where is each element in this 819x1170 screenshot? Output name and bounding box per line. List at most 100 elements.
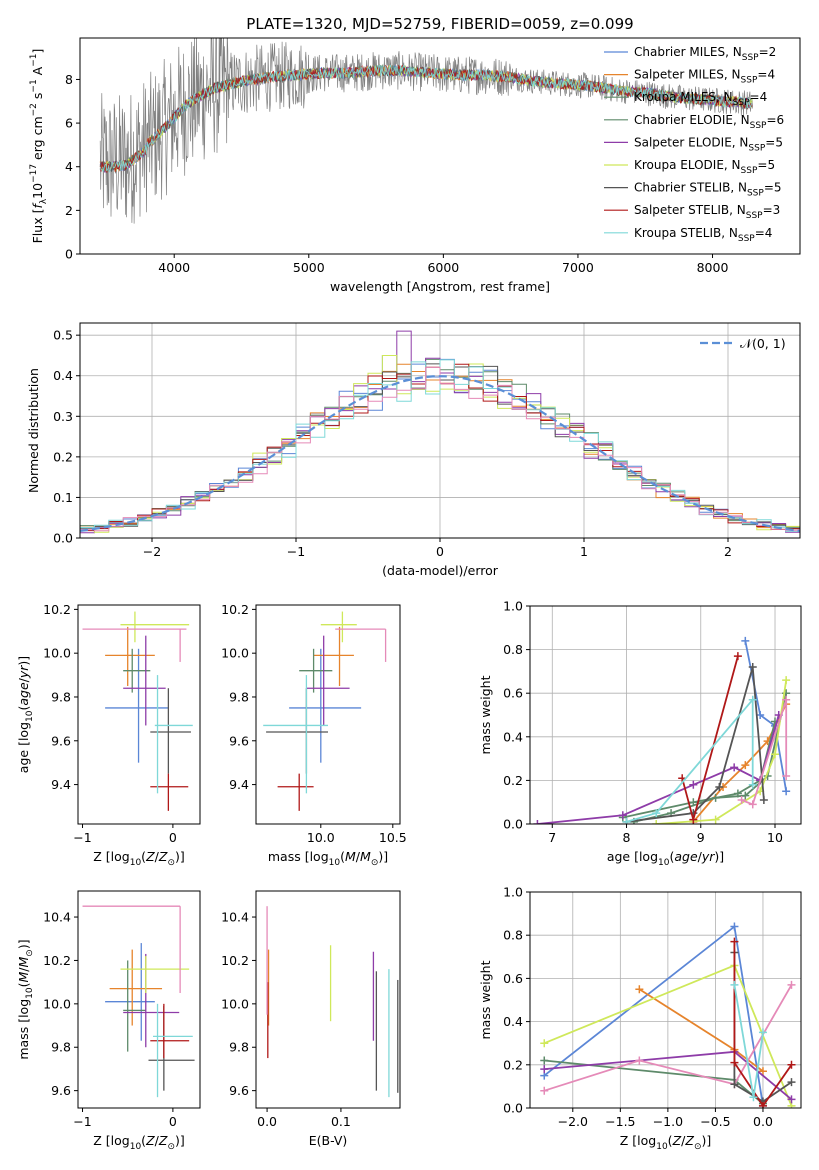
- mass_vs_Z-ytick-label: 10.4: [43, 910, 71, 925]
- weight-point-marker: [711, 815, 720, 824]
- weight_vs_Z-ytick-label: 0.2: [503, 1057, 523, 1072]
- mass_vs_Z-ytick-label: 9.8: [51, 1040, 71, 1055]
- residuals-xtick-label: 1: [580, 544, 588, 559]
- spectrum-ylabel: Flux [fλ10−17 erg cm−2 s−1 A−1]: [29, 49, 49, 244]
- weight_vs_Z-xlabel: Z [log10(Z/Z⊙)]: [620, 1133, 712, 1152]
- weight-point-marker: [689, 815, 698, 824]
- weight-line: [626, 697, 754, 823]
- weight_vs_age-xtick-label: 9: [697, 830, 705, 845]
- weight-point-marker: [782, 676, 791, 685]
- weight-point-marker: [730, 922, 739, 931]
- weight-line: [741, 699, 788, 806]
- weight-point-marker: [741, 761, 750, 770]
- weight-point-marker: [540, 1039, 549, 1048]
- residuals-legend: 𝒩(0, 1): [700, 336, 786, 351]
- weight_vs_age-ylabel: mass weight: [478, 675, 493, 754]
- weight-point-marker: [771, 750, 780, 759]
- residuals-xtick-label: −2: [143, 544, 161, 559]
- weight_vs_age-plot-area: [533, 636, 791, 824]
- weight_vs_Z-xtick-label: −2.0: [558, 1114, 588, 1129]
- weight_vs_age-xlabel: age [log10(age/yr)]: [607, 849, 724, 868]
- weight-point-marker: [748, 800, 757, 809]
- weight-point-marker: [748, 780, 757, 789]
- mass_vs_EBV-ytick-label: 10.4: [221, 910, 249, 925]
- age_vs_Z-xlabel: Z [log10(Z/Z⊙)]: [93, 849, 185, 868]
- weight_vs_Z-panel: −2.0 −1.5 −1.0 −0.5 0.0 0.0 0.2 0.4 0.6 0.8 1.0 Z […: [478, 885, 802, 1152]
- age_vs_Z-ytick-label: 10.2: [43, 602, 71, 617]
- mass_vs_Z-panel: −1 0 9.6 9.8 10.0 10.2 10.4 Z [log10(Z/Z⊙)] mass…: [16, 890, 201, 1152]
- mass_vs_EBV-plot-area: [266, 906, 399, 1098]
- mass_vs_EBV-ytick-label: 9.6: [229, 1083, 249, 1098]
- weight-point-marker: [741, 791, 750, 800]
- mass_vs_Z-ytick-label: 9.6: [51, 1083, 71, 1098]
- weight_vs_Z-ytick-label: 0.0: [503, 1101, 523, 1116]
- weight_vs_age-ytick-label: 0.2: [503, 773, 523, 788]
- weight-point-marker: [782, 787, 791, 796]
- weight-line: [733, 941, 793, 1108]
- age_vs_Z-ytick-label: 9.4: [51, 777, 71, 792]
- mass_vs_Z-xtick-label: 0: [169, 1114, 177, 1129]
- spectrum-xlabel: wavelength [Angstrom, rest frame]: [330, 279, 550, 294]
- residuals-xtick-label: −1: [287, 544, 305, 559]
- spectrum-xtick-label: 7000: [562, 260, 594, 275]
- mass_vs_Z-frame: [77, 890, 201, 1109]
- weight_vs_Z-plot-area: [540, 922, 796, 1108]
- mass_vs_EBV-panel: 0.0 0.1 9.6 9.8 10.0 10.2 10.4 E(B-V): [221, 890, 401, 1148]
- chart-panels: Chabrier MILES, NSSP=2 Salpeter MILES, NS…: [16, 37, 802, 1152]
- residuals-panel: 𝒩(0, 1) −2 −1 0 1 2 0.0 0.1 0.2 0.3 0.4 0.5 (data-mo…: [26, 322, 801, 578]
- weight_vs_Z-xtick-label: −0.5: [700, 1114, 730, 1129]
- age_vs_Z-xtick-label: −1: [73, 830, 91, 845]
- age_vs_mass-ytick-label: 9.8: [229, 689, 249, 704]
- age_vs_mass-ytick-label: 10.2: [221, 602, 249, 617]
- weight-point-marker: [787, 1060, 796, 1069]
- residuals-xtick-label: 2: [724, 544, 732, 559]
- weight-point-marker: [730, 1058, 739, 1067]
- weight-point-marker: [540, 1086, 549, 1095]
- weight-point-marker: [733, 652, 742, 661]
- spectrum-legend: Chabrier MILES, NSSP=2 Salpeter MILES, NS…: [604, 45, 784, 244]
- weight_vs_age-frame: [529, 605, 802, 825]
- weight-point-marker: [635, 1056, 644, 1065]
- weight-point-marker: [758, 1101, 767, 1108]
- mass_vs_EBV-ytick-label: 9.8: [229, 1040, 249, 1055]
- weight-point-marker: [730, 1080, 739, 1089]
- spectrum-ytick-label: 2: [65, 203, 73, 218]
- age_vs_mass-xlabel: mass [log10(M/M⊙)]: [268, 849, 388, 868]
- weight-point-marker: [533, 820, 542, 824]
- residuals-xlabel: (data-model)/error: [382, 563, 499, 578]
- age_vs_Z-panel: −1 0 9.4 9.6 9.8 10.0 10.2 Z [log10(Z/Z⊙)] age […: [16, 602, 201, 868]
- age_vs_Z-xtick-label: 0: [169, 830, 177, 845]
- legend-label: Salpeter MILES, NSSP=4: [634, 68, 775, 86]
- residuals-ytick-label: 0.2: [53, 449, 73, 464]
- age_vs_mass-ytick-label: 10.0: [221, 646, 249, 661]
- legend-label: Kroupa MILES, NSSP=4: [634, 90, 767, 108]
- age_vs_mass-plot-area: [263, 611, 387, 811]
- weight-point-marker: [689, 798, 698, 807]
- weight_vs_Z-ylabel: mass weight: [478, 960, 493, 1039]
- weight_vs_age-xtick-label: 10: [767, 830, 783, 845]
- weight-point-marker: [782, 772, 791, 781]
- age_vs_Z-ylabel: age [log10(age/yr)]: [16, 656, 35, 773]
- mass_vs_EBV-xtick-label: 0.0: [257, 1114, 277, 1129]
- spectrum-ytick-label: 0: [65, 247, 73, 262]
- weight-point-marker: [787, 980, 796, 989]
- spectrum-panel: Chabrier MILES, NSSP=2 Salpeter MILES, NS…: [29, 37, 801, 294]
- weight-point-marker: [622, 817, 631, 824]
- weight-point-marker: [540, 1056, 549, 1065]
- weight_vs_Z-ytick-label: 1.0: [503, 885, 523, 900]
- weight-point-marker: [759, 796, 768, 805]
- figure-title: PLATE=1320, MJD=52759, FIBERID=0059, z=0…: [246, 15, 633, 33]
- weight-point-marker: [730, 937, 739, 946]
- legend-label: Chabrier MILES, NSSP=2: [634, 45, 776, 63]
- weight-line: [633, 693, 788, 823]
- normal-distribution-curve: [80, 375, 800, 532]
- weight-point-marker: [748, 695, 757, 704]
- weight-point-marker: [652, 809, 661, 818]
- weight_vs_Z-ytick-label: 0.4: [503, 1014, 523, 1029]
- weight-point-marker: [689, 780, 698, 789]
- mass_vs_Z-plot-area: [82, 905, 195, 1098]
- mass_vs_Z-xtick-label: −1: [73, 1114, 91, 1129]
- residuals-ylabel: Normed distribution: [26, 368, 41, 493]
- spectrum-ytick-label: 8: [65, 72, 73, 87]
